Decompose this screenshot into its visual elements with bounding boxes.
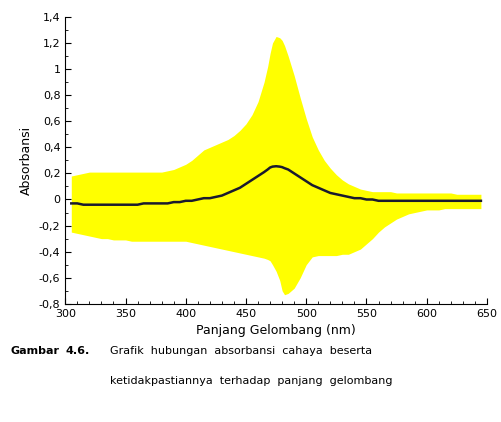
Text: Gambar: Gambar [10, 346, 59, 356]
Text: ketidakpastiannya  terhadap  panjang  gelombang: ketidakpastiannya terhadap panjang gelom… [110, 376, 392, 386]
Text: 4.6.: 4.6. [65, 346, 89, 356]
Text: Grafik  hubungan  absorbansi  cahaya  beserta: Grafik hubungan absorbansi cahaya besert… [110, 346, 372, 356]
Y-axis label: Absorbansi: Absorbansi [20, 126, 33, 195]
X-axis label: Panjang Gelombang (nm): Panjang Gelombang (nm) [196, 324, 355, 337]
